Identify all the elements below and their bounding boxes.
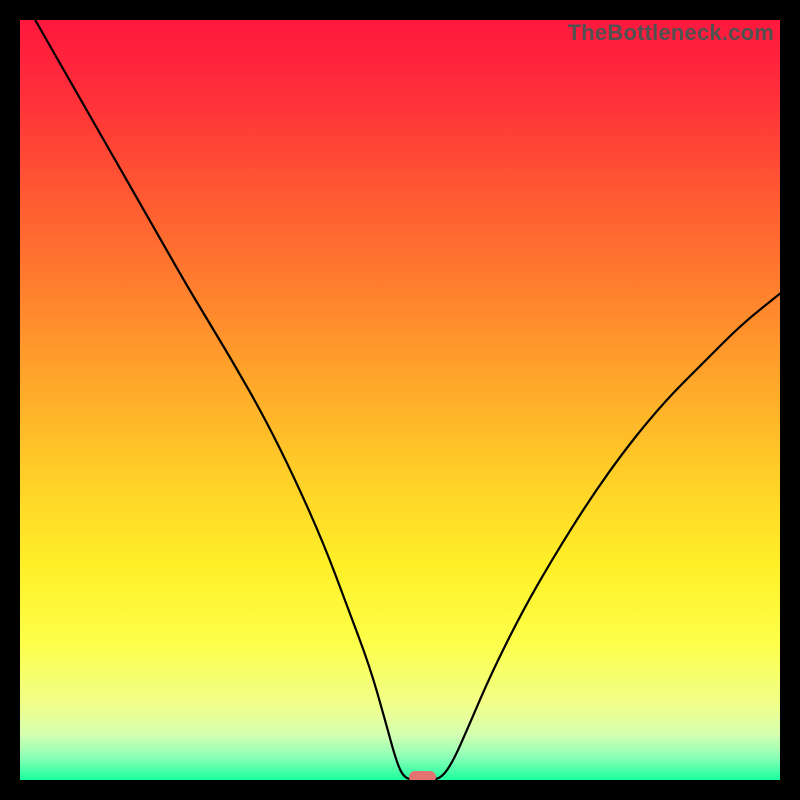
plot-area: TheBottleneck.com [20,20,780,780]
watermark-text: TheBottleneck.com [568,20,774,46]
chart-svg [20,20,780,780]
optimum-marker [409,771,436,780]
chart-frame: TheBottleneck.com [0,0,800,800]
